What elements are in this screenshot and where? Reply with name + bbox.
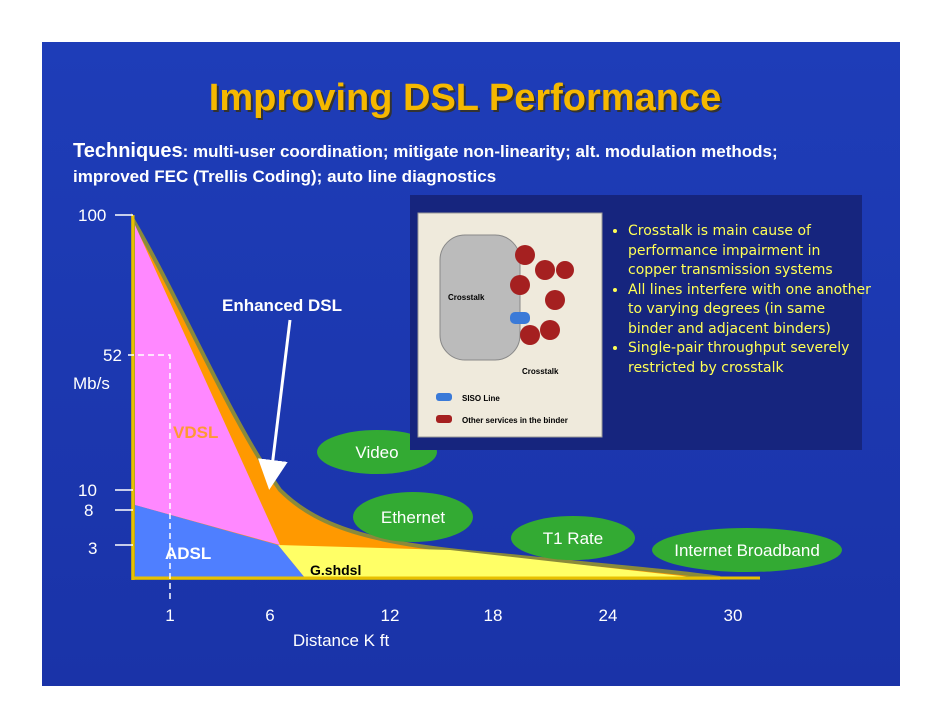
x-label: 6 <box>265 606 274 625</box>
y-label: 3 <box>88 539 97 558</box>
region-label: ADSL <box>165 544 211 563</box>
techniques: Techniques: multi-user coordination; mit… <box>73 139 843 189</box>
title-shadow: Improving DSL Performance <box>211 79 723 121</box>
inset-label: Crosstalk <box>448 293 485 302</box>
wires <box>510 245 574 345</box>
y-label: Mb/s <box>73 374 110 393</box>
legend-swatch <box>436 415 452 423</box>
app-label: Ethernet <box>381 508 446 527</box>
y-label: 10 <box>78 481 97 500</box>
bullet: Single-pair throughput severely restrict… <box>628 339 873 378</box>
app-label: T1 Rate <box>543 529 603 548</box>
x-label: 18 <box>484 606 503 625</box>
vdsl-area <box>135 225 280 545</box>
y-label: 8 <box>84 501 93 520</box>
region-label: G.shdsl <box>310 562 361 578</box>
y-label: 100 <box>78 206 106 225</box>
x-label: 24 <box>599 606 618 625</box>
app-label: Video <box>355 443 398 462</box>
siso-wire <box>510 312 530 324</box>
region-label: VDSL <box>173 423 218 442</box>
inset-label: SISO Line <box>462 394 500 403</box>
arrow <box>257 319 292 490</box>
inset-label: Crosstalk <box>522 367 559 376</box>
techniques-label: Techniques <box>73 140 183 162</box>
app-label: Internet Broadband <box>674 541 820 560</box>
app-ellipse <box>317 430 437 474</box>
bullet: All lines interfere with one another to … <box>628 281 873 340</box>
gshdsl-area <box>278 545 700 578</box>
bullet: Crosstalk is main cause of performance i… <box>628 222 873 281</box>
legend-swatch <box>436 393 452 401</box>
app-ellipse <box>652 528 842 572</box>
x-title: Distance K ft <box>293 631 390 650</box>
inset-label: Other services in the binder <box>462 416 568 425</box>
region-label: Enhanced DSL <box>222 296 342 315</box>
x-label: 12 <box>381 606 400 625</box>
adsl-area <box>135 505 305 578</box>
x-label: 30 <box>724 606 743 625</box>
app-ellipse <box>511 516 635 560</box>
cable <box>439 234 521 361</box>
y-label: 52 <box>103 346 122 365</box>
x-label: 1 <box>165 606 174 625</box>
guide-line <box>128 354 171 600</box>
app-ellipse <box>353 492 473 542</box>
bullets: Crosstalk is main cause of performance i… <box>610 222 873 378</box>
y-ticks <box>115 214 133 546</box>
techniques-text: : multi-user coordination; mitigate non-… <box>73 142 778 186</box>
title: Improving DSL Performance <box>209 77 721 119</box>
